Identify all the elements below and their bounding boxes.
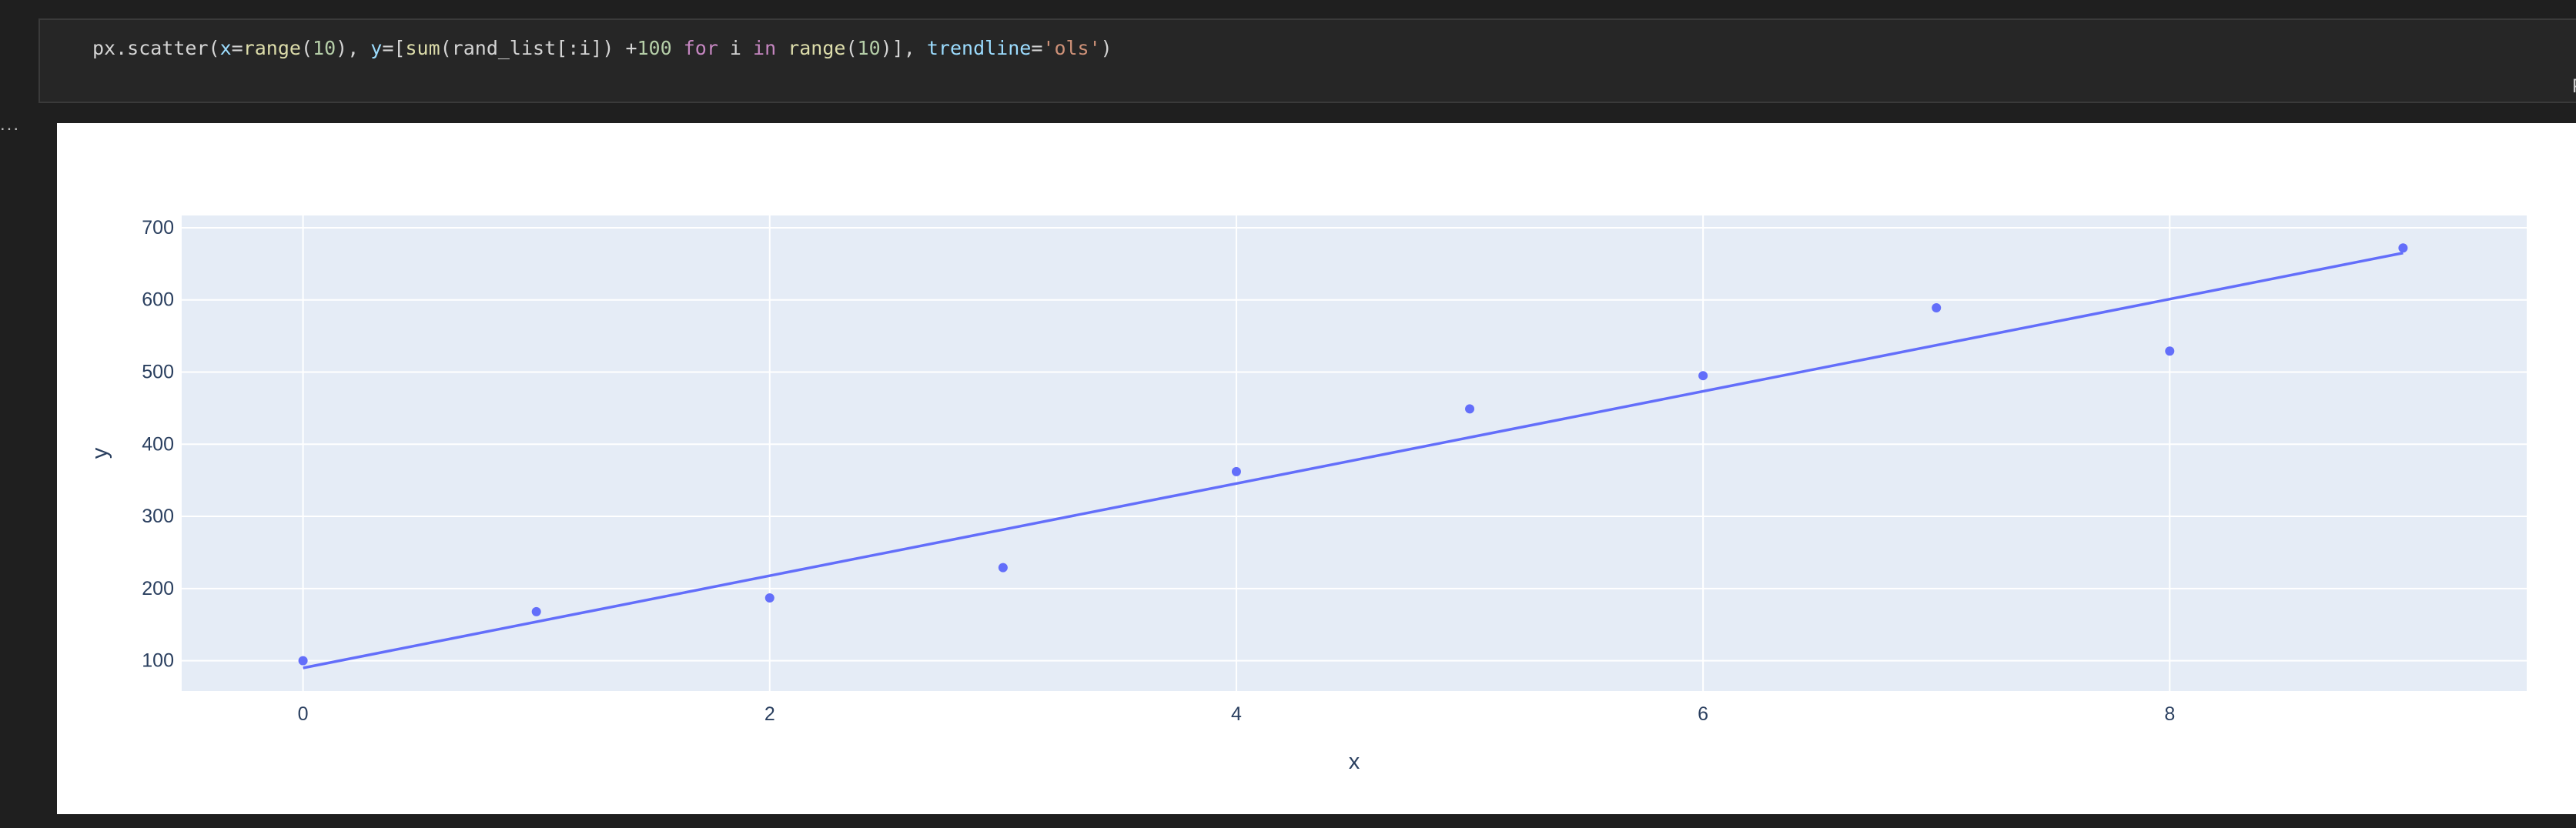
code-token: trendline [926, 37, 1032, 59]
code-token: sum [405, 37, 440, 59]
code-token: for [683, 37, 718, 59]
x-tick-label: 8 [2164, 703, 2175, 725]
x-tick-label: 2 [764, 703, 775, 725]
x-tick-label: 4 [1231, 703, 1242, 725]
code-cell[interactable]: px.scatter(x=range(10), y=[sum(rand_list… [38, 18, 2576, 103]
data-point[interactable] [1231, 466, 1241, 476]
code-token: y [370, 37, 383, 59]
output-more-actions-icon[interactable]: ... [0, 114, 21, 135]
data-point[interactable] [2398, 243, 2408, 253]
scatter-chart[interactable]: 0 2 4 6 8 100 200 300 400 500 600 700 x y [57, 123, 2576, 814]
y-tick-label: 600 [142, 289, 174, 311]
code-token: ) [1100, 37, 1112, 59]
trendline-layer [303, 252, 2404, 669]
code-token: in [753, 37, 777, 59]
code-token: = [1031, 37, 1043, 59]
x-tick-label: 6 [1698, 703, 1708, 725]
x-tick-labels: 0 2 4 6 8 [298, 703, 2176, 725]
y-axis-title: y [88, 447, 112, 459]
ols-trendline[interactable] [303, 252, 2404, 669]
code-token: ( [300, 37, 313, 59]
y-tick-label: 100 [142, 650, 174, 672]
y-tick-label: 300 [142, 506, 174, 527]
code-token: 10 [313, 37, 336, 59]
code-token [672, 37, 684, 59]
code-token: = [231, 37, 243, 59]
x-axis-title: x [1349, 750, 1360, 774]
y-tick-label: 700 [142, 217, 174, 239]
gridlines [182, 215, 2527, 691]
y-tick-label: 400 [142, 433, 174, 455]
code-token: i [718, 37, 754, 59]
plot-area[interactable] [182, 215, 2527, 691]
code-token: ( [845, 37, 858, 59]
code-token: ), [336, 37, 371, 59]
data-point[interactable] [764, 593, 774, 603]
data-points [298, 243, 2408, 666]
code-token [776, 37, 788, 59]
code-token: range [243, 37, 301, 59]
code-token: range [788, 37, 846, 59]
y-tick-label: 500 [142, 361, 174, 382]
code-token: px.scatter( [92, 37, 220, 59]
data-point[interactable] [1932, 303, 1942, 313]
data-point[interactable] [998, 563, 1008, 573]
x-tick-label: 0 [298, 703, 309, 725]
output-panel: 0 2 4 6 8 100 200 300 400 500 600 700 x y [57, 123, 2576, 814]
code-token: (rand_list[:i]) + [440, 37, 637, 59]
code-line[interactable]: px.scatter(x=range(10), y=[sum(rand_list… [92, 37, 1112, 59]
data-point[interactable] [2165, 346, 2175, 356]
code-token: 10 [857, 37, 881, 59]
y-tick-label: 200 [142, 578, 174, 599]
data-point[interactable] [531, 606, 541, 616]
code-token: 'ols' [1042, 37, 1101, 59]
data-point[interactable] [1465, 404, 1475, 414]
code-token: =[ [382, 37, 406, 59]
data-point[interactable] [1698, 371, 1708, 381]
language-label[interactable]: Py [2572, 75, 2576, 98]
code-token: )], [880, 37, 927, 59]
code-token: x [219, 37, 232, 59]
data-point[interactable] [298, 656, 308, 666]
code-token: 100 [637, 37, 672, 59]
y-tick-labels: 100 200 300 400 500 600 700 [142, 217, 174, 672]
